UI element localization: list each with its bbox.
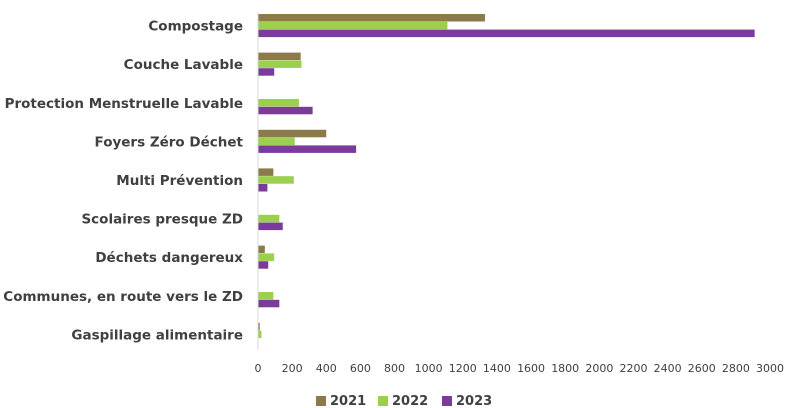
x-tick-label: 1400 [483, 362, 511, 375]
category-label: Couche Lavable [124, 57, 243, 73]
x-tick-label: 2000 [585, 362, 613, 375]
x-tick-label: 1000 [415, 362, 443, 375]
x-tick-label: 2200 [619, 362, 647, 375]
legend-swatch-2021 [316, 396, 326, 406]
bar-2021 [258, 52, 301, 61]
bar-2021 [258, 322, 260, 331]
x-tick-label: 1600 [517, 362, 545, 375]
bar-2022 [258, 21, 448, 30]
x-tick-label: 1800 [551, 362, 579, 375]
x-tick-label: 800 [384, 362, 405, 375]
bar-2022 [258, 60, 302, 68]
bar-2021 [258, 245, 265, 254]
legend-label-2023: 2023 [456, 394, 492, 408]
bar-2022 [258, 292, 274, 300]
bar-2023 [258, 299, 280, 308]
bar-2023 [258, 184, 268, 192]
bar-2023 [258, 261, 269, 269]
bar-2021 [258, 168, 274, 176]
x-tick-label: 3000 [756, 362, 784, 375]
x-tick-label: 2600 [688, 362, 716, 375]
category-label: Scolaires presque ZD [81, 212, 243, 228]
x-tick-label: 0 [255, 362, 262, 375]
bar-2023 [258, 68, 275, 76]
bar-2022 [258, 253, 275, 261]
legend-swatch-2023 [442, 396, 452, 406]
x-tick-label: 200 [282, 362, 303, 375]
category-label: Compostage [148, 19, 243, 35]
x-tick-label: 400 [316, 362, 337, 375]
x-tick-labels: 0 200 400 600 800 1000 1200 1400 1600 1800 2000 220… [255, 362, 785, 375]
category-label: Déchets dangereux [95, 250, 243, 266]
bar-2023 [258, 222, 283, 231]
x-tick-label: 600 [350, 362, 371, 375]
bar-2022 [258, 137, 295, 146]
category-label: Protection Menstruelle Lavable [5, 96, 243, 112]
legend-label-2022: 2022 [392, 394, 428, 408]
x-tick-label: 2800 [722, 362, 750, 375]
category-labels: Compostage Couche Lavable Protection Menst… [3, 19, 243, 344]
bar-2023 [258, 106, 313, 115]
bar-2021 [258, 14, 485, 22]
bar-2023 [258, 29, 755, 38]
bar-2022 [258, 176, 294, 184]
category-label: Multi Prévention [116, 173, 243, 189]
bar-2021 [258, 129, 327, 138]
category-label: Gaspillage alimentaire [71, 327, 243, 343]
bar-2022 [258, 330, 262, 339]
category-label: Communes, en route vers le ZD [3, 289, 243, 305]
legend-swatch-2022 [378, 396, 388, 406]
category-label: Foyers Zéro Déchet [95, 134, 244, 150]
bar-2022 [258, 214, 280, 223]
bars-layer [258, 14, 755, 339]
x-tick-label: 2400 [654, 362, 682, 375]
bar-2023 [258, 145, 357, 153]
x-tick-label: 1200 [449, 362, 477, 375]
legend-label-2021: 2021 [330, 394, 366, 408]
legend: 2021 2022 2023 [316, 394, 492, 408]
bar-2022 [258, 99, 299, 107]
